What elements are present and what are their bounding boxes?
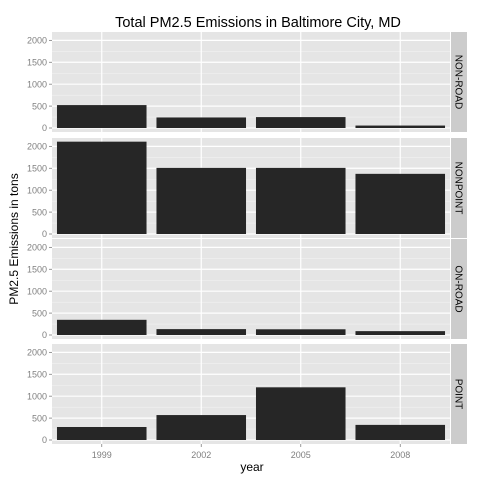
x-axis: 1999 2002 2005 2008 xyxy=(92,444,410,460)
bar-on-road-1999 xyxy=(56,319,147,335)
y-tick-label: 1500 xyxy=(27,264,47,274)
y-tick-label: 0 xyxy=(42,435,47,445)
y-tick-label: 1000 xyxy=(27,391,47,401)
bar-point-2005 xyxy=(255,387,346,440)
facet-strip-label: NONPOINT xyxy=(453,162,464,215)
y-tick-label: 1000 xyxy=(27,79,47,89)
y-tick-label: 1000 xyxy=(27,286,47,296)
facet-strip-label: POINT xyxy=(453,379,464,410)
x-axis-title: year xyxy=(240,460,263,474)
y-tick-label: 500 xyxy=(32,207,47,217)
facet-strip xyxy=(451,32,467,132)
y-tick-label: 1500 xyxy=(27,369,47,379)
x-tick-label: 2008 xyxy=(390,450,410,460)
y-axis-title: PM2.5 Emissions in tons xyxy=(7,173,21,304)
y-tick-label: 2000 xyxy=(27,36,47,46)
facet-non-road: 0 500 1000 1500 2000 NON-ROAD xyxy=(27,32,467,133)
facet-strip xyxy=(451,138,467,238)
y-tick-label: 0 xyxy=(42,229,47,239)
x-tick-label: 2005 xyxy=(291,450,311,460)
y-tick-label: 500 xyxy=(32,308,47,318)
bar-non-road-1999 xyxy=(56,105,147,128)
y-tick-label: 1500 xyxy=(27,163,47,173)
bar-on-road-2002 xyxy=(156,329,247,335)
facet-strip xyxy=(451,239,467,339)
y-tick-label: 0 xyxy=(42,123,47,133)
bar-on-road-2008 xyxy=(355,331,446,335)
bar-non-road-2008 xyxy=(355,125,446,128)
facet-strip-label: NON-ROAD xyxy=(453,55,464,109)
bar-non-road-2002 xyxy=(156,117,247,128)
x-tick-label: 1999 xyxy=(92,450,112,460)
facet-point: 0 500 1000 1500 2000 POINT xyxy=(27,344,467,445)
y-tick-label: 1000 xyxy=(27,185,47,195)
bar-on-road-2005 xyxy=(255,329,346,335)
facet-strip xyxy=(451,344,467,444)
facet-strip-label: ON-ROAD xyxy=(453,265,464,312)
facet-nonpoint: 0 500 1000 1500 2000 NONPOINT xyxy=(27,138,467,239)
bar-point-1999 xyxy=(56,426,147,440)
bar-nonpoint-1999 xyxy=(56,141,147,234)
facet-panels: 0 500 1000 1500 2000 NON-ROAD 0 500 1000 1500 2000… xyxy=(27,32,467,445)
chart-title: Total PM2.5 Emissions in Baltimore City,… xyxy=(115,15,401,31)
bar-nonpoint-2008 xyxy=(355,173,446,234)
bar-nonpoint-2005 xyxy=(255,167,346,234)
bar-point-2002 xyxy=(156,415,247,440)
y-tick-label: 2000 xyxy=(27,142,47,152)
x-tick-label: 2002 xyxy=(191,450,211,460)
y-tick-label: 1500 xyxy=(27,57,47,67)
y-tick-label: 500 xyxy=(32,101,47,111)
bar-non-road-2005 xyxy=(255,117,346,128)
facet-on-road: 0 500 1000 1500 2000 ON-ROAD xyxy=(27,239,467,340)
y-tick-label: 2000 xyxy=(27,348,47,358)
bar-point-2008 xyxy=(355,424,446,440)
y-tick-label: 2000 xyxy=(27,243,47,253)
bar-nonpoint-2002 xyxy=(156,167,247,234)
y-tick-label: 0 xyxy=(42,330,47,340)
y-tick-label: 500 xyxy=(32,413,47,423)
